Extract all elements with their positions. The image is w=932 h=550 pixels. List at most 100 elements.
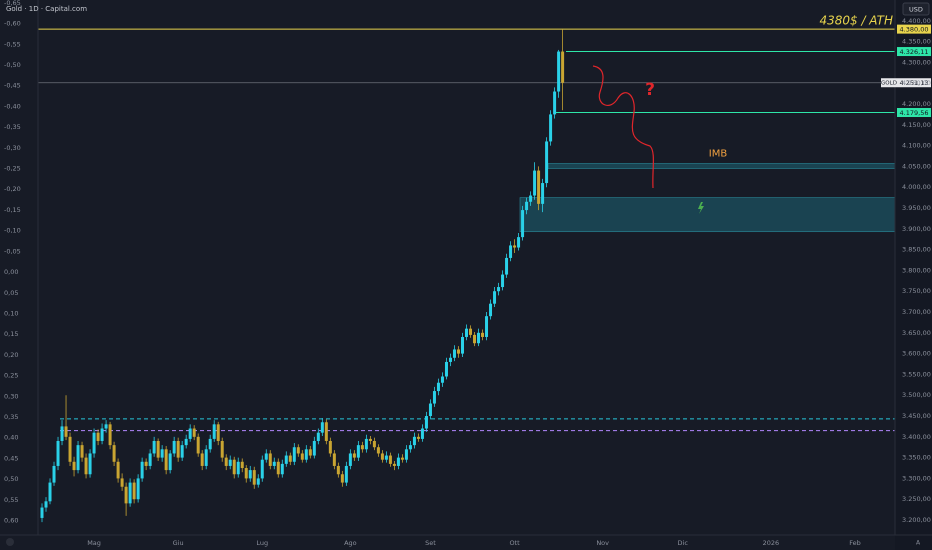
candle-body: [104, 424, 108, 429]
y-tick-label: 4.000,00: [902, 183, 931, 191]
candle-body: [40, 507, 44, 518]
y-tick-label: 3.500,00: [902, 391, 931, 399]
candle-body: [180, 445, 184, 458]
candle-body: [272, 461, 276, 466]
candle-body: [84, 457, 88, 475]
candle-body: [533, 170, 537, 196]
y-tick-label: 3.700,00: [902, 308, 931, 316]
x-tick-label: Giu: [173, 539, 184, 547]
candle-body: [380, 453, 384, 460]
y2-tick-label: -0,25: [4, 165, 21, 173]
candle-body: [348, 453, 352, 466]
candle-body: [436, 382, 440, 392]
candle-body: [521, 210, 525, 238]
candle-body: [332, 453, 336, 466]
y-tick-label: 4.300,00: [902, 58, 931, 66]
y2-tick-label: 0,15: [4, 330, 18, 338]
candle-body: [352, 453, 356, 458]
candle-body: [440, 376, 444, 383]
candle-body: [204, 449, 208, 466]
x-tick-label: Ott: [509, 539, 520, 547]
candle-body: [509, 245, 513, 258]
y2-tick-label: -0,65: [4, 0, 21, 7]
level-label-box: [897, 108, 931, 118]
question-annotation: ?: [645, 80, 655, 100]
candle-body: [304, 449, 308, 460]
candle-body: [344, 465, 348, 483]
candle-body: [549, 114, 553, 142]
x-tick-label: Nov: [596, 539, 609, 547]
candle-body: [220, 440, 224, 458]
candle-body: [224, 457, 228, 466]
y-tick-label: 3.600,00: [902, 350, 931, 358]
lightning-icon: [698, 202, 704, 214]
auto-scale-button[interactable]: A: [916, 540, 921, 547]
y-tick-label: 3.400,00: [902, 433, 931, 441]
candle-body: [44, 501, 48, 508]
zone: [547, 163, 896, 169]
candle-body: [280, 463, 284, 475]
y2-tick-label: -0,15: [4, 206, 21, 214]
candle-body: [48, 482, 52, 502]
price-axis-panel: [895, 0, 932, 550]
candle-body: [164, 449, 168, 471]
candle-body: [240, 461, 244, 469]
y2-tick-label: -0,50: [4, 61, 21, 69]
candle-body: [96, 432, 100, 441]
candle-body: [88, 453, 92, 475]
candle-body: [404, 449, 408, 460]
zone: [519, 197, 896, 233]
candle-body: [324, 422, 328, 441]
candle-body: [100, 428, 104, 441]
candle-body: [260, 459, 264, 479]
y-tick-label: 3.800,00: [902, 266, 931, 274]
candle-body: [428, 403, 432, 417]
candle-body: [529, 195, 533, 202]
x-tick-label: Dic: [678, 539, 689, 547]
y2-tick-label: -0,55: [4, 40, 21, 48]
candle-body: [424, 416, 428, 429]
candle-body: [376, 447, 380, 454]
y-tick-label: 3.350,00: [902, 454, 931, 462]
candle-body: [80, 445, 84, 458]
candle-body: [200, 453, 204, 466]
candle-body: [316, 432, 320, 441]
candle-body: [541, 183, 545, 204]
candle-body: [513, 245, 517, 248]
candle-body: [196, 436, 200, 454]
y2-tick-label: 0,20: [4, 351, 18, 359]
candle-body: [176, 440, 180, 458]
y-tick-label: 3.750,00: [902, 287, 931, 295]
candle-body: [545, 141, 549, 184]
candle-body: [368, 438, 372, 441]
candle-body: [216, 424, 220, 441]
candle-body: [236, 461, 240, 475]
candle-body: [456, 349, 460, 354]
zone-label: IMB: [709, 148, 728, 159]
candle-body: [268, 453, 272, 466]
y2-tick-label: -0,40: [4, 102, 21, 110]
y-tick-label: 3.550,00: [902, 370, 931, 378]
x-tick-label: Mag: [87, 539, 101, 547]
y-tick-label: 4.100,00: [902, 142, 931, 150]
y2-tick-label: 0,10: [4, 309, 18, 317]
candle-body: [481, 332, 485, 337]
y-tick-label: 3.950,00: [902, 204, 931, 212]
candle-body: [448, 357, 452, 362]
ath-annotation: 4380$ / ATH: [819, 14, 893, 28]
candle-body: [128, 482, 132, 504]
candle-body: [372, 440, 376, 448]
candle-body: [364, 438, 368, 450]
candle-body: [384, 455, 388, 460]
level-label: 4.179,56: [900, 109, 929, 117]
y-tick-label: 3.650,00: [902, 329, 931, 337]
candle-body: [473, 334, 477, 344]
candle-body: [396, 457, 400, 466]
candle-body: [52, 465, 56, 483]
level-label-box: [897, 47, 931, 57]
candle-body: [116, 461, 120, 479]
y2-tick-label: -0,60: [4, 20, 21, 28]
candle-body: [517, 237, 521, 248]
